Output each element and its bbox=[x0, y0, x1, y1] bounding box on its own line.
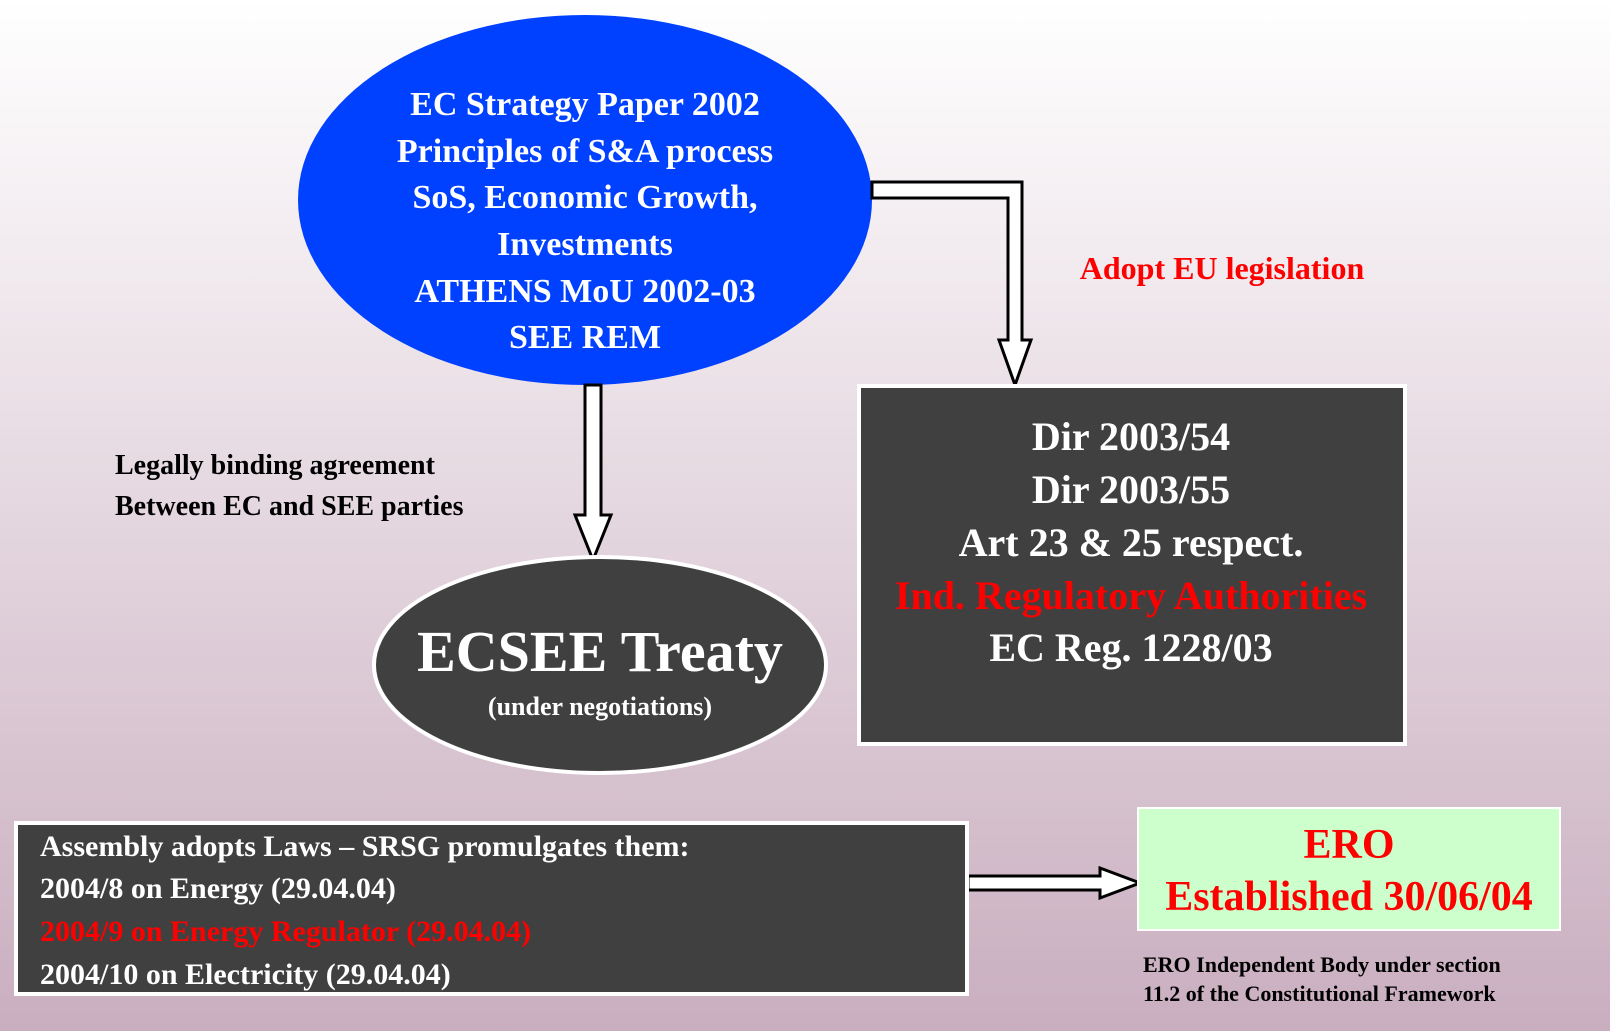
ero-note: 11.2 of the Constitutional Framework bbox=[1143, 981, 1496, 1006]
treaty-subtitle: (under negotiations) bbox=[488, 692, 712, 721]
directive-line: EC Reg. 1228/03 bbox=[989, 625, 1272, 670]
strategy-line: Investments bbox=[497, 226, 673, 263]
strategy-line: SEE REM bbox=[509, 319, 661, 356]
agreement-line: Between EC and SEE parties bbox=[115, 491, 464, 522]
laws-box bbox=[14, 821, 969, 996]
arrow-to-ero bbox=[966, 865, 1145, 901]
ero-box bbox=[1137, 807, 1561, 931]
strategy-line: Principles of S&A process bbox=[397, 133, 773, 170]
strategy-ellipse bbox=[298, 15, 872, 385]
treaty-title: ECSEE Treaty bbox=[417, 619, 783, 684]
treaty-ellipse bbox=[372, 555, 828, 775]
law-line: 2004/9 on Energy Regulator (29.04.04) bbox=[40, 915, 531, 948]
directive-line: Dir 2003/54 bbox=[1032, 414, 1230, 459]
directives-box bbox=[857, 384, 1407, 746]
arrow-to-directives bbox=[870, 180, 1034, 390]
law-line: 2004/8 on Energy (29.04.04) bbox=[40, 872, 396, 905]
adopt-label: Adopt EU legislation bbox=[1080, 250, 1365, 286]
arrow-to-treaty bbox=[572, 383, 614, 565]
ero-note: ERO Independent Body under section bbox=[1143, 952, 1501, 977]
law-line: 2004/10 on Electricity (29.04.04) bbox=[40, 958, 451, 991]
directive-line: Art 23 & 25 respect. bbox=[959, 520, 1304, 565]
strategy-line: ATHENS MoU 2002-03 bbox=[414, 273, 755, 310]
agreement-line: Legally binding agreement bbox=[115, 450, 436, 481]
ero-established: Established 30/06/04 bbox=[1165, 874, 1533, 920]
law-line: Assembly adopts Laws – SRSG promulgates … bbox=[40, 830, 690, 863]
strategy-line: EC Strategy Paper 2002 bbox=[410, 86, 760, 123]
directive-line: Ind. Regulatory Authorities bbox=[895, 573, 1367, 618]
directive-line: Dir 2003/55 bbox=[1032, 467, 1230, 512]
strategy-line: SoS, Economic Growth, bbox=[412, 179, 757, 216]
ero-title: ERO bbox=[1303, 822, 1394, 868]
